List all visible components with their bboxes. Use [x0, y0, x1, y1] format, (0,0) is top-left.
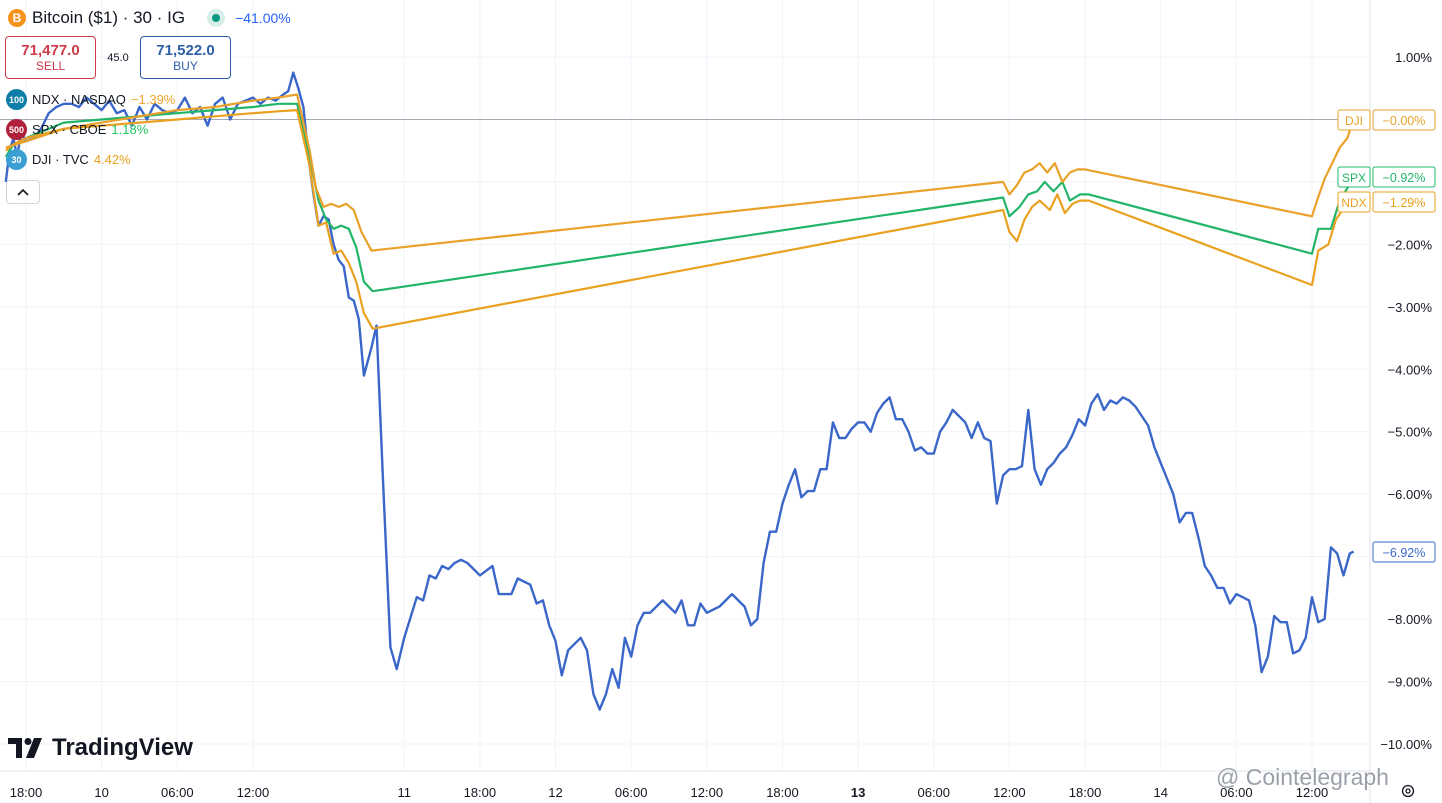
buy-label: BUY [173, 59, 198, 73]
x-axis: 18:00 10 06:00 12:00 11 18:00 12 06:00 12:00 18:0… [10, 785, 1329, 800]
legend-change: 4.42% [93, 152, 131, 167]
tradingview-logo-text: TradingView [52, 734, 193, 761]
series-tag-dji [1337, 109, 1371, 131]
series-tag-label: SPX [1342, 171, 1366, 185]
x-tick-label: 14 [1153, 785, 1167, 800]
y-axis: 1.00% −2.00% −3.00% −4.00% −5.00% −6.00% −8.00… [1380, 50, 1432, 752]
ndx-badge-icon: 100 [6, 89, 27, 110]
last-value-label: −0.00% [1383, 114, 1426, 128]
y-tick-label: −2.00% [1388, 237, 1433, 252]
last-value-label: −0.92% [1383, 171, 1426, 185]
x-tick-label: 10 [94, 785, 108, 800]
x-tick-label: 06:00 [615, 785, 648, 800]
dji-badge-icon: 30 [6, 149, 27, 170]
x-tick-label: 12:00 [993, 785, 1026, 800]
y-tick-label: −4.00% [1388, 362, 1433, 377]
x-tick-label: 18:00 [464, 785, 497, 800]
buy-button[interactable]: 71,522.0 BUY [140, 36, 231, 79]
x-tick-label: 12 [548, 785, 562, 800]
series-line-bitcoin- [4, 71, 1355, 711]
series-tag-ndx [1337, 191, 1371, 213]
x-tick-label: 06:00 [161, 785, 194, 800]
series-line-dji [5, 93, 1355, 252]
y-tick-label: −8.00% [1388, 612, 1433, 627]
collapse-legend-button[interactable] [6, 180, 40, 204]
legend-name: DJI · TVC [32, 152, 89, 167]
symbol-change: −41.00% [235, 10, 291, 26]
bitcoin-icon: B [8, 9, 26, 27]
settings-button[interactable] [1398, 781, 1418, 801]
legend-item-spx[interactable]: 500 SPX · CBOE 1.18% [6, 119, 148, 140]
legend-item-ndx[interactable]: 100 NDX · NASDAQ −1.39% [6, 89, 175, 110]
last-value-label: −6.92% [1383, 546, 1426, 560]
y-tick-label: −10.00% [1380, 737, 1432, 752]
legend-name: SPX · CBOE [32, 122, 107, 137]
sell-label: SELL [35, 59, 66, 73]
x-tick-label: 11 [397, 785, 411, 800]
legend-change: −1.39% [130, 92, 176, 107]
tradingview-logo[interactable]: TradingView [8, 734, 193, 762]
cointelegraph-watermark: @ Cointelegraph [1216, 764, 1389, 790]
y-tick-label: −5.00% [1388, 425, 1433, 440]
market-status-icon [207, 9, 226, 27]
spx-badge-icon: 500 [6, 119, 27, 140]
symbol-title[interactable]: Bitcoin ($1) · 30 · IG [32, 8, 186, 27]
series-tag-label: NDX [1341, 196, 1366, 210]
x-tick-label: 06:00 [1220, 785, 1253, 800]
last-value-box [1372, 166, 1436, 188]
series-line-spx [4, 102, 1355, 293]
tradingview-logo-icon [8, 738, 42, 758]
y-tick-label: −6.00% [1388, 487, 1433, 502]
sell-price: 71,477.0 [21, 42, 80, 59]
x-tick-label: 18:00 [766, 785, 799, 800]
x-tick-label: 18:00 [10, 785, 43, 800]
y-tick-label: −9.00% [1388, 675, 1433, 690]
grid [0, 0, 1371, 803]
legend-change: 1.18% [111, 122, 149, 137]
last-value-box [1372, 541, 1436, 563]
last-value-box [1372, 109, 1436, 131]
last-value-labels: DJI −0.00% SPX −0.92% NDX −1.29% −6.92% [1337, 109, 1436, 563]
legend-name: NDX · NASDAQ [32, 92, 126, 107]
buy-price: 71,522.0 [156, 42, 215, 59]
series-layer [4, 71, 1355, 711]
x-tick-label: 12:00 [691, 785, 724, 800]
sell-button[interactable]: 71,477.0 SELL [5, 36, 96, 79]
chevron-up-icon [17, 188, 29, 196]
x-tick-label: 13 [851, 785, 865, 800]
spread-value: 45.0 [107, 51, 129, 64]
series-tag-label: DJI [1345, 114, 1363, 128]
last-value-box [1372, 191, 1436, 213]
series-line-ndx [5, 109, 1355, 330]
symbol-header: B Bitcoin ($1) · 30 · IG −41.00% [8, 6, 291, 30]
trade-panel: 71,477.0 SELL 45.0 71,522.0 BUY [5, 36, 231, 79]
last-value-label: −1.29% [1383, 196, 1426, 210]
series-tag-spx [1337, 166, 1371, 188]
x-tick-label: 06:00 [917, 785, 950, 800]
y-tick-label: 1.00% [1395, 50, 1432, 65]
x-tick-label: 12:00 [1296, 785, 1329, 800]
y-tick-label: −3.00% [1388, 300, 1433, 315]
gear-icon [1401, 784, 1415, 798]
legend-item-dji[interactable]: 30 DJI · TVC 4.42% [6, 149, 131, 170]
x-tick-label: 18:00 [1069, 785, 1102, 800]
x-tick-label: 12:00 [237, 785, 270, 800]
